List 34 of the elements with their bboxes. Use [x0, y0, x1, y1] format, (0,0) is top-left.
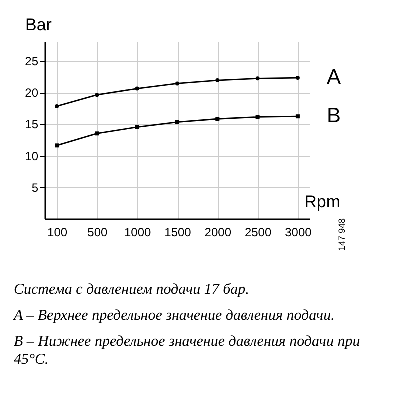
x-tick-label: 2500: [244, 226, 272, 240]
point: [256, 76, 260, 81]
x-tick-label: 500: [88, 226, 108, 240]
y-axis-title: Bar: [26, 16, 52, 34]
point: [135, 125, 140, 130]
y-tick-label: 20: [25, 86, 39, 100]
point: [176, 120, 180, 124]
y-tick-label: 5: [32, 180, 39, 195]
x-tick-label: 3000: [285, 226, 312, 240]
text: 147 948: [337, 218, 347, 251]
y-tick-label: 25: [25, 54, 39, 68]
y-tick-label: 15: [25, 118, 39, 132]
x-tick-label: 2000: [204, 226, 232, 240]
point: [256, 115, 260, 120]
point: [296, 76, 300, 80]
series-label: A: [326, 66, 341, 90]
x-tick-label: 1000: [124, 226, 152, 240]
point: [216, 78, 220, 83]
point: [95, 132, 100, 136]
x-tick-label: 100: [48, 226, 68, 240]
text: Система с давлением подачи 17 бар.: [14, 281, 250, 299]
text: A – Верхнее предельное значение давления подачи.: [14, 307, 336, 325]
point: [135, 86, 140, 91]
point: [55, 104, 60, 108]
x-tick-label: 1500: [164, 226, 192, 240]
series-label: B: [326, 104, 341, 128]
text: B – Нижнее предельное значение давления подачи при 45°C.: [14, 333, 362, 369]
y-tick-label: 10: [25, 149, 39, 164]
x-axis-title: Rpm: [304, 192, 340, 212]
point: [216, 117, 220, 122]
point: [55, 144, 60, 148]
point: [95, 93, 100, 98]
point: [296, 114, 300, 119]
point: [176, 82, 180, 86]
